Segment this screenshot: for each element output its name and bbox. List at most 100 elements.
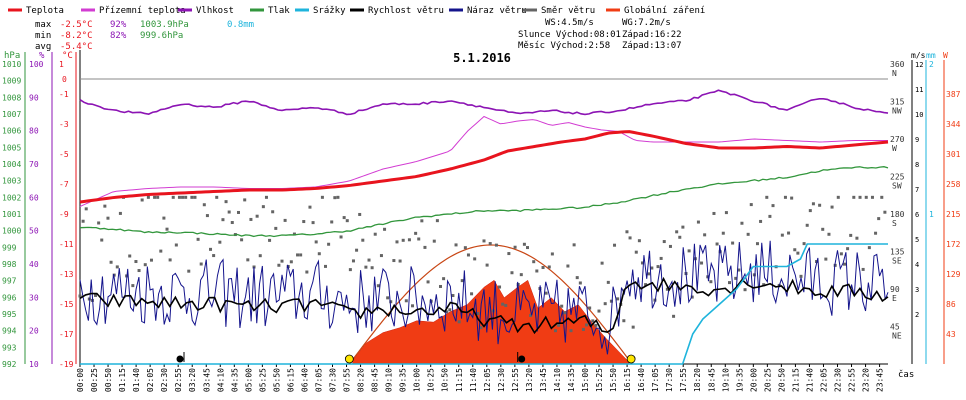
wind-direction-point <box>603 302 607 306</box>
wind-direction-point <box>880 195 884 199</box>
dir-tick-6: 90 <box>890 285 900 294</box>
time-tick-57: 23:45 <box>876 368 885 392</box>
time-tick-3: 01:15 <box>118 368 127 392</box>
wind-direction-point <box>818 203 822 207</box>
wind-direction-point <box>731 241 735 245</box>
wind-direction-point <box>246 258 250 262</box>
legend-label-6: Náraz větru <box>467 6 527 16</box>
wind-direction-point <box>700 261 704 265</box>
wind-direction-point <box>575 276 579 280</box>
degc-tick-2: -3 <box>59 120 69 129</box>
wind-direction-point <box>637 239 641 243</box>
wind-direction-point <box>572 243 576 247</box>
hpa-tick-6: 1004 <box>2 160 21 169</box>
wind-direction-point <box>526 246 530 250</box>
dir-tick-3: 225 <box>890 173 905 182</box>
wind-direction-point <box>588 306 592 310</box>
ms-tick-0: 2 <box>915 311 919 319</box>
wind-direction-point <box>625 230 629 234</box>
dir-name-5: SE <box>892 257 902 266</box>
time-tick-29: 12:05 <box>483 368 492 392</box>
wind-direction-point <box>171 195 175 199</box>
wind-direction-point <box>535 269 539 273</box>
w-tick-2: 301 <box>946 150 961 159</box>
wind-direction-point <box>442 277 446 281</box>
wind-direction-point <box>236 210 240 214</box>
ms-tick-1: 3 <box>915 286 919 294</box>
time-tick-24: 10:00 <box>413 368 422 392</box>
ground-temp-line <box>79 115 888 207</box>
wind-direction-point <box>855 236 859 240</box>
wind-direction-point <box>485 263 489 267</box>
wind-direction-point <box>94 293 98 297</box>
pct-tick-3: 70 <box>29 160 39 169</box>
time-tick-34: 14:10 <box>553 368 562 392</box>
ms-unit-label: m/s <box>911 51 926 60</box>
wind-direction-point <box>836 195 840 199</box>
wind-direction-point <box>302 220 306 224</box>
degc-tick-1: -1 <box>59 90 69 99</box>
wind-direction-point <box>156 195 160 199</box>
wind-direction-point <box>578 281 582 285</box>
mm-tick-1: 1 <box>929 210 934 219</box>
wind-direction-point <box>174 243 178 247</box>
wind-direction-point <box>240 238 244 242</box>
wind-direction-point <box>209 247 213 251</box>
legend-label-8: Globální záření <box>624 6 705 16</box>
dir-tick-1: 315 <box>890 98 905 107</box>
hpa-tick-8: 1002 <box>2 193 21 202</box>
wind-direction-point <box>498 285 502 289</box>
wind-direction-point <box>280 259 284 263</box>
wind-direction-point <box>367 258 371 262</box>
stat-max-label: max <box>35 20 52 30</box>
wind-direction-point <box>230 221 234 225</box>
wind-direction-point <box>420 219 424 223</box>
wind-direction-point <box>687 249 691 253</box>
wind-direction-point <box>283 218 287 222</box>
wind-direction-point <box>606 280 610 284</box>
wind-direction-point <box>299 253 303 257</box>
wind-direction-point <box>355 248 359 252</box>
time-tick-5: 02:05 <box>146 368 155 392</box>
hpa-tick-2: 1008 <box>2 93 21 102</box>
dir-tick-7: 45 <box>890 323 900 332</box>
wind-direction-point <box>631 325 635 329</box>
wind-direction-point <box>212 254 216 258</box>
time-tick-14: 05:50 <box>272 368 281 392</box>
wind-direction-point <box>765 195 769 199</box>
time-tick-47: 19:35 <box>735 368 744 392</box>
w-tick-7: 86 <box>946 300 956 309</box>
stat-avg-temp: -5.4°C <box>60 42 93 52</box>
wind-direction-point <box>656 265 660 269</box>
wind-direction-point <box>215 195 219 199</box>
time-tick-44: 18:20 <box>693 368 702 392</box>
legend-label-0: Teplota <box>26 6 64 16</box>
w-tick-0: 387 <box>946 90 961 99</box>
wind-direction-point <box>361 238 365 242</box>
wind-direction-point <box>255 214 259 218</box>
wind-direction-point <box>103 204 107 208</box>
wind-direction-point <box>389 300 393 304</box>
w-tick-1: 344 <box>946 120 961 129</box>
wind-direction-point <box>115 265 119 269</box>
wind-direction-point <box>659 256 663 260</box>
w-tick-6: 129 <box>946 270 961 279</box>
pct-unit-label: % <box>39 51 45 61</box>
rain-line <box>80 243 888 365</box>
astro-block: WS:4.5m/s WG:7.2m/s Slunce Východ:08:01 … <box>518 18 682 51</box>
wind-direction-point <box>454 243 458 247</box>
wind-direction-point <box>205 214 209 218</box>
wind-direction-point <box>675 230 679 234</box>
time-tick-55: 22:55 <box>848 368 857 392</box>
dir-name-0: N <box>892 69 897 78</box>
wind-direction-point <box>398 259 402 263</box>
humidity-line <box>79 89 889 116</box>
wind-direction-point <box>488 242 492 246</box>
wind-direction-point <box>805 223 809 227</box>
wind-direction-point <box>134 260 138 264</box>
wind-direction-point <box>737 268 741 272</box>
wind-direction-point <box>501 302 505 306</box>
time-tick-22: 09:10 <box>385 368 394 392</box>
hpa-tick-13: 997 <box>2 277 17 286</box>
time-tick-10: 04:10 <box>216 368 225 392</box>
